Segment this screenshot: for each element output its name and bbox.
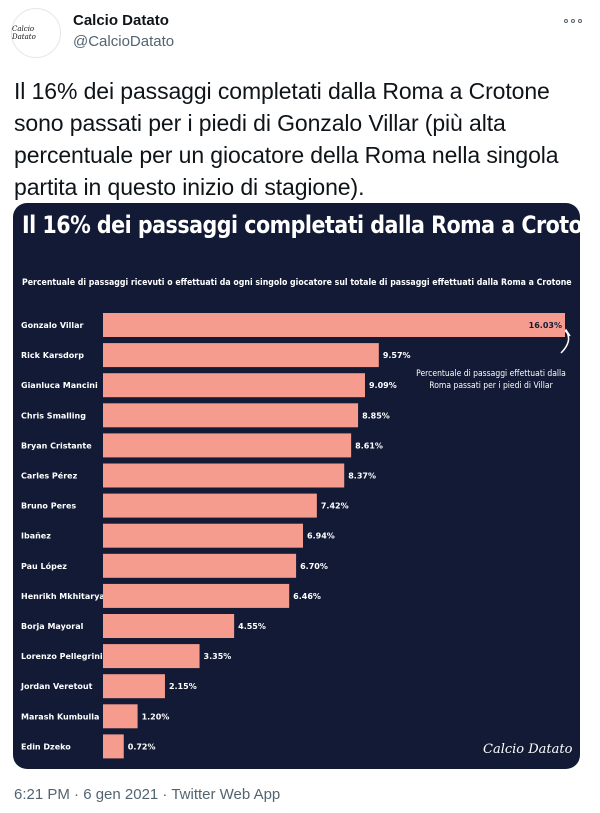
category-label: Carles Pérez bbox=[21, 471, 78, 481]
account-handle[interactable]: @CalcioDatato bbox=[73, 33, 175, 50]
value-label: 4.55% bbox=[238, 622, 266, 631]
bar bbox=[103, 704, 138, 729]
category-label: Edin Dzeko bbox=[21, 742, 71, 751]
value-label: 9.09% bbox=[369, 381, 397, 390]
avatar-logo-text: Calcio Datato bbox=[12, 25, 36, 41]
bar bbox=[103, 523, 304, 548]
bar bbox=[103, 553, 297, 578]
category-label: Jordan Veretout bbox=[20, 682, 93, 691]
value-label: 6.94% bbox=[307, 532, 335, 541]
avatar[interactable]: Calcio Datato bbox=[11, 8, 61, 58]
bar bbox=[103, 583, 290, 608]
value-label: 8.61% bbox=[355, 441, 383, 450]
bar bbox=[103, 614, 235, 638]
tweet-media-chart[interactable]: Il 16% dei passaggi completati dalla Rom… bbox=[13, 203, 580, 769]
value-label: 1.20% bbox=[142, 712, 170, 721]
value-label: 3.35% bbox=[204, 652, 232, 661]
value-label: 6.46% bbox=[293, 592, 321, 601]
account-name[interactable]: Calcio Datato bbox=[73, 12, 169, 29]
bar bbox=[103, 343, 379, 368]
category-label: Bruno Peres bbox=[21, 502, 76, 511]
category-label: Bryan Cristante bbox=[21, 441, 92, 450]
category-label: Lorenzo Pellegrini bbox=[21, 652, 103, 661]
bar-chart: Gonzalo Villar 16.03% Rick Karsdorp 9.57% Gi… bbox=[20, 313, 571, 759]
chart-annotation: Percentuale di passaggi effettuati dalla… bbox=[416, 369, 566, 391]
category-label: Henrikh Mkhitaryan bbox=[21, 592, 111, 601]
tweet-timestamp[interactable]: 6:21 PM · 6 gen 2021 · Twitter Web App bbox=[14, 786, 281, 803]
category-label: Gianluca Mancini bbox=[21, 381, 98, 390]
value-label: 2.15% bbox=[169, 682, 197, 691]
bar bbox=[103, 644, 200, 669]
bar bbox=[103, 674, 165, 699]
bar bbox=[103, 433, 352, 458]
value-label: 9.57% bbox=[383, 351, 411, 360]
category-label: Chris Smalling bbox=[21, 411, 86, 420]
bar bbox=[103, 734, 124, 759]
value-label: 0.72% bbox=[128, 742, 156, 751]
bar bbox=[103, 313, 565, 337]
bar bbox=[103, 373, 365, 398]
category-label: Gonzalo Villar bbox=[21, 321, 84, 330]
value-label: 8.85% bbox=[362, 411, 390, 420]
value-label: 8.37% bbox=[348, 472, 376, 481]
category-label: Pau López bbox=[21, 561, 67, 571]
value-label: 7.42% bbox=[321, 502, 349, 511]
calcio-datato-logo: Calcio Datato bbox=[483, 742, 573, 757]
value-label: 6.70% bbox=[300, 562, 328, 571]
bar bbox=[103, 463, 345, 488]
category-label: Borja Mayoral bbox=[21, 622, 84, 631]
more-horizontal-icon[interactable] bbox=[560, 10, 586, 32]
bar bbox=[103, 403, 359, 428]
bar bbox=[103, 493, 317, 518]
category-label: Rick Karsdorp bbox=[21, 351, 84, 360]
tweet-text: Il 16% dei passaggi completati dalla Rom… bbox=[14, 78, 559, 200]
category-label: Marash Kumbulla bbox=[21, 712, 99, 721]
category-label: Ibañez bbox=[21, 532, 51, 541]
chart-subtitle: Percentuale di passaggi ricevuti o effet… bbox=[22, 278, 572, 288]
value-label: 16.03% bbox=[529, 321, 562, 330]
chart-title: Il 16% dei passaggi completati dalla Rom… bbox=[22, 211, 580, 239]
